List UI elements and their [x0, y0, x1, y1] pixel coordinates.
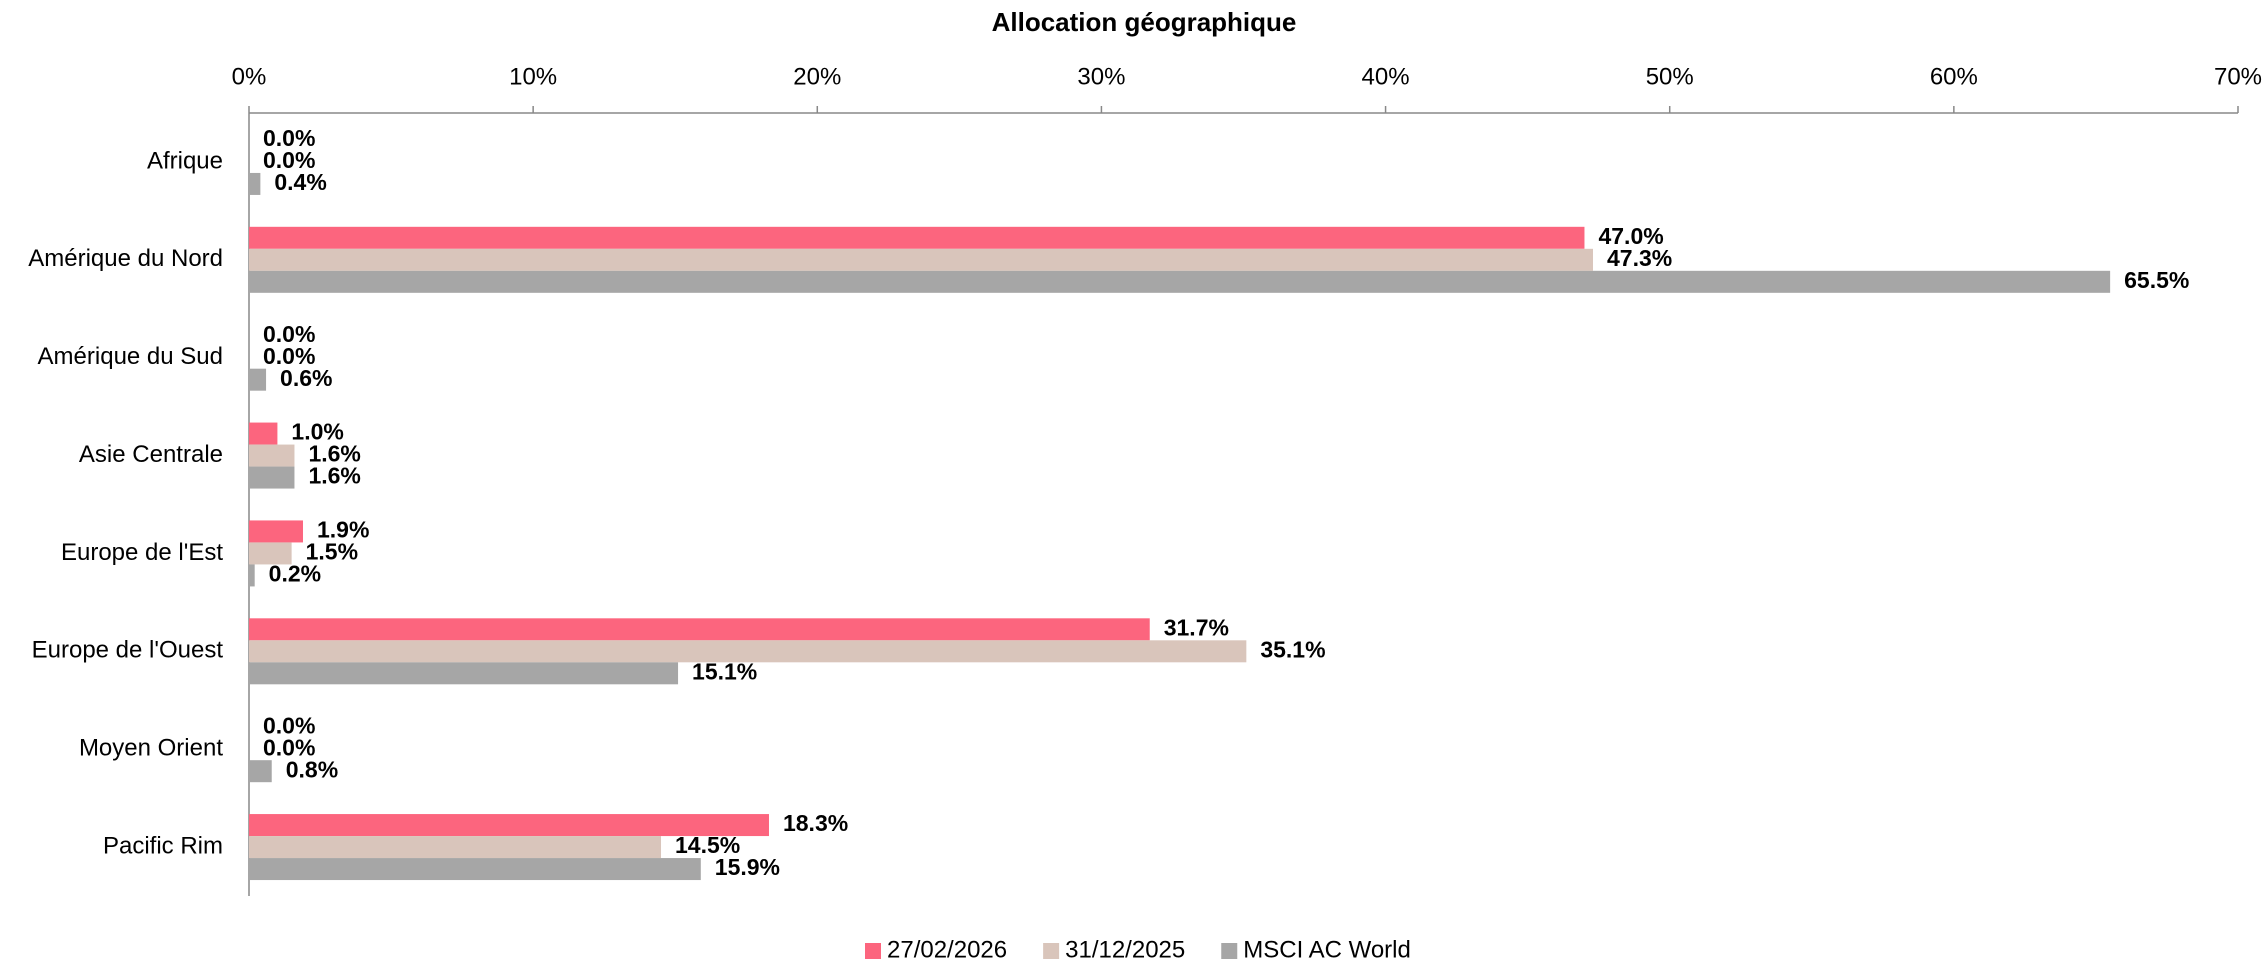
legend-swatch [1221, 943, 1238, 959]
data-label: 0.6% [280, 365, 332, 391]
y-tick-label: Amérique du Nord [28, 245, 223, 272]
data-label: 0.0% [263, 712, 315, 738]
data-label: 15.9% [715, 854, 780, 880]
data-label: 1.6% [308, 463, 360, 489]
data-label: 14.5% [675, 832, 740, 858]
data-label: 0.2% [269, 561, 321, 587]
legend-swatch [865, 943, 881, 959]
data-label: 0.0% [263, 125, 315, 151]
bar [249, 520, 303, 543]
y-tick-label: Afrique [147, 147, 223, 174]
bar [249, 270, 2111, 293]
data-label: 0.0% [263, 734, 315, 760]
y-tick-label: Europe de l'Est [61, 539, 223, 566]
bar [249, 564, 255, 587]
data-label: 0.0% [263, 147, 315, 173]
data-label: 1.6% [308, 441, 360, 467]
data-label: 0.0% [263, 343, 315, 369]
bar [249, 760, 272, 783]
data-label: 65.5% [2124, 267, 2189, 293]
bar [249, 466, 295, 489]
data-label: 35.1% [1260, 636, 1325, 662]
y-tick-label: Moyen Orient [79, 735, 223, 762]
data-label: 47.3% [1607, 245, 1672, 271]
data-label: 47.0% [1598, 223, 1663, 249]
y-tick-label: Europe de l'Ouest [32, 637, 224, 664]
bar [249, 542, 292, 565]
y-tick-label: Pacific Rim [103, 832, 223, 859]
data-label: 15.1% [692, 658, 757, 684]
chart-title: Allocation géographique [992, 7, 1297, 37]
legend-label: MSCI AC World [1243, 936, 1411, 963]
data-label: 0.0% [263, 321, 315, 347]
data-label: 0.4% [274, 169, 326, 195]
x-tick-label: 40% [1362, 63, 1410, 90]
bar [249, 368, 267, 391]
data-label: 31.7% [1164, 614, 1229, 640]
x-tick-label: 10% [509, 63, 557, 90]
bar [249, 858, 701, 881]
data-label: 1.0% [291, 419, 343, 445]
legend-swatch [1043, 943, 1060, 959]
y-tick-label: Asie Centrale [79, 441, 223, 468]
bar [249, 814, 769, 837]
bar [249, 248, 1593, 271]
data-label: 1.9% [317, 517, 369, 543]
x-tick-label: 20% [793, 63, 841, 90]
x-tick-label: 70% [2214, 63, 2262, 90]
bar [249, 226, 1585, 249]
data-label: 18.3% [783, 810, 848, 836]
data-label: 0.8% [286, 756, 338, 782]
x-tick-label: 60% [1930, 63, 1978, 90]
y-tick-label: Amérique du Sud [38, 343, 223, 370]
x-tick-label: 30% [1077, 63, 1125, 90]
bar [249, 662, 679, 685]
legend-label: 31/12/2025 [1065, 936, 1185, 963]
bar [249, 618, 1150, 641]
x-tick-label: 50% [1646, 63, 1694, 90]
bar [249, 836, 662, 859]
bar [249, 422, 278, 445]
bar [249, 172, 261, 195]
x-tick-label: 0% [232, 63, 267, 90]
bar [249, 444, 295, 467]
bar [249, 640, 1247, 663]
data-label: 1.5% [306, 539, 358, 565]
legend-label: 27/02/2026 [887, 936, 1007, 963]
